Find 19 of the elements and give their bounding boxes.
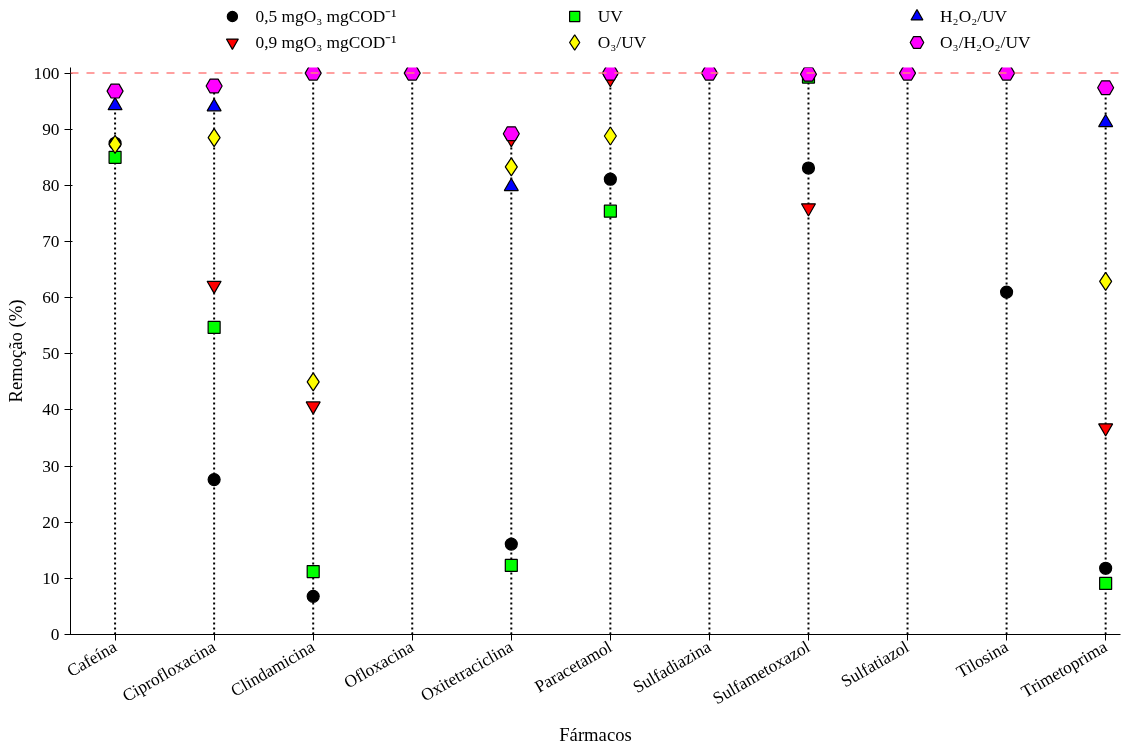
legend-label: 0,5 mgO₃ mgCOD⁻¹ [255,7,397,26]
y-tick-label: 50 [42,344,60,364]
legend-label: 0,9 mgO₃ mgCOD⁻¹ [255,33,397,52]
y-axis-title: Remoção (%) [4,299,27,403]
x-axis-title: Fármacos [559,724,632,746]
y-tick-label: 100 [33,63,60,83]
legend-label: H₂O₂/UV [940,7,1008,26]
legend-label: UV [597,7,624,26]
y-tick-label: 40 [42,400,60,420]
y-tick-label: 80 [42,175,60,195]
y-tick-label: 30 [42,456,60,476]
y-tick-label: 20 [42,512,60,532]
y-tick-label: 90 [42,119,60,139]
y-tick-label: 60 [42,288,60,308]
legend-label: O₃/H₂O₂/UV [940,33,1031,52]
y-tick-label: 10 [42,568,60,588]
y-tick-label: 70 [42,232,60,252]
y-tick-label: 0 [50,625,60,644]
legend-label: O₃/UV [597,33,647,52]
